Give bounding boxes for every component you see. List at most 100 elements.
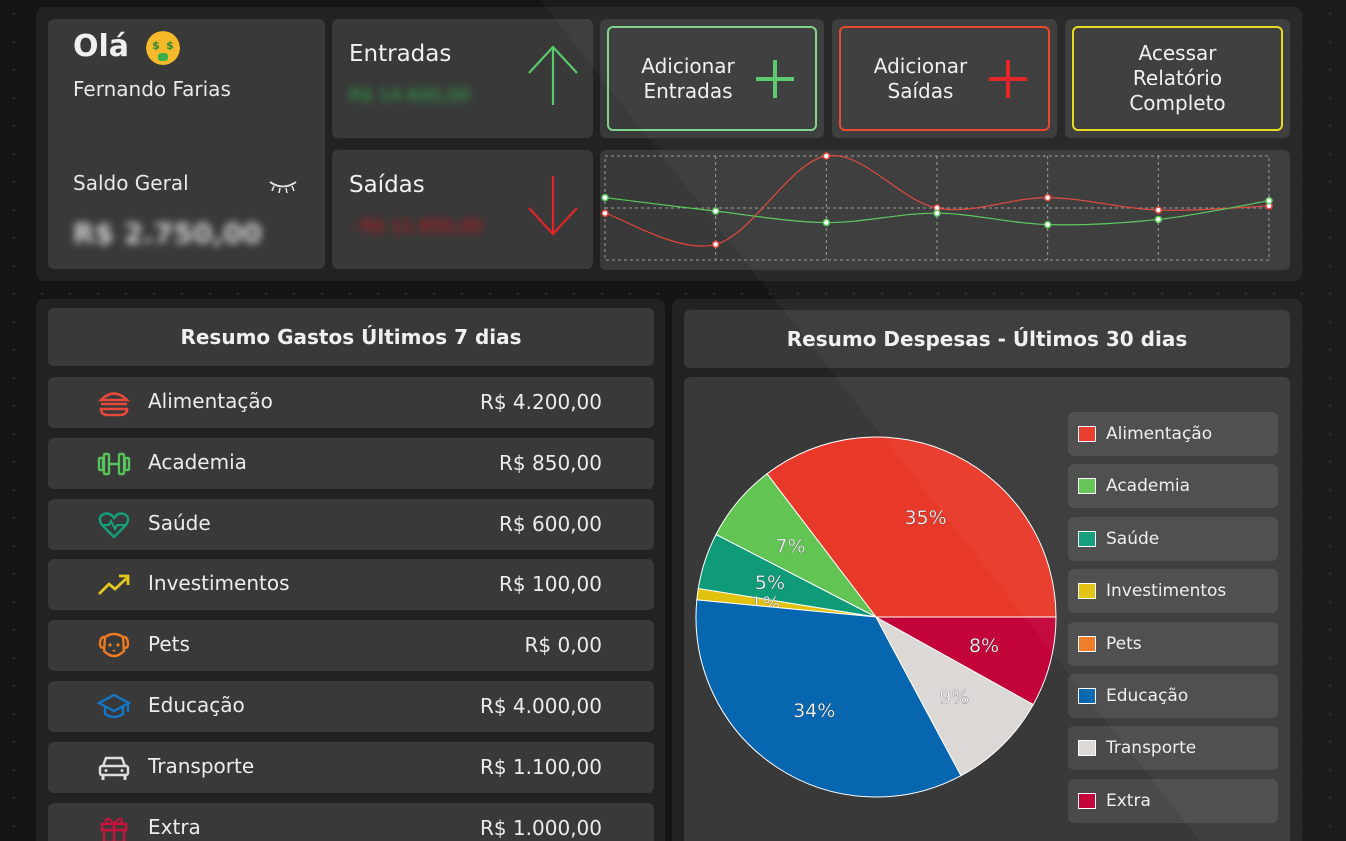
expense-row[interactable]: Extra R$ 1.000,00 xyxy=(48,802,654,841)
plus-icon xyxy=(756,59,794,98)
pie-slice[interactable] xyxy=(766,436,1057,618)
trend-point[interactable] xyxy=(822,218,831,227)
trend-point[interactable] xyxy=(1154,215,1163,224)
balance-label: Saldo Geral xyxy=(73,171,189,195)
week-summary-title: Resumo Gastos Últimos 7 dias xyxy=(48,308,654,366)
gift-icon xyxy=(96,814,132,841)
add-expense-button[interactable]: Adicionar Saídas xyxy=(839,26,1050,131)
legend-label: Saúde xyxy=(1106,528,1160,549)
trend-point[interactable] xyxy=(601,209,609,217)
pie-slice[interactable] xyxy=(874,615,1034,777)
add-expense-label: Adicionar Saídas xyxy=(873,53,968,103)
legend-item[interactable]: Extra xyxy=(1068,778,1278,823)
expense-row-value: R$ 1.000,00 xyxy=(479,815,602,840)
dog-icon xyxy=(96,631,132,661)
trend-point[interactable] xyxy=(1154,206,1163,214)
dumbbell-icon xyxy=(96,449,132,479)
expense-row[interactable]: Pets R$ 0,00 xyxy=(48,620,654,672)
trend-point[interactable] xyxy=(711,207,720,215)
legend-label: Alimentação xyxy=(1106,424,1213,444)
user-name: Fernando Farias xyxy=(73,77,231,101)
graduation-cap-icon xyxy=(96,692,132,722)
legend-item[interactable]: Pets xyxy=(1068,621,1278,666)
pie-slice-label: 9% xyxy=(939,687,969,709)
expense-card: Saídas - R$ 11.850,00 xyxy=(332,150,593,269)
income-card: Entradas R$ 14.600,00 xyxy=(332,19,593,138)
income-title: Entradas xyxy=(349,41,452,67)
trend-point[interactable] xyxy=(711,240,720,249)
greeting-card: Olá $ $ Fernando Farias Saldo Geral R$ 2… xyxy=(48,19,325,269)
expense-row-value: R$ 4.000,00 xyxy=(479,694,602,718)
trend-point[interactable] xyxy=(1043,193,1052,202)
legend-item[interactable]: Alimentação xyxy=(1068,412,1278,456)
expense-row-value: R$ 4.200,00 xyxy=(479,390,602,414)
expense-row-value: R$ 600,00 xyxy=(499,511,602,536)
expense-row-label: Educação xyxy=(148,693,245,717)
expense-row[interactable]: Academia R$ 850,00 xyxy=(48,437,654,489)
legend-label: Investimentos xyxy=(1106,581,1227,602)
legend-swatch xyxy=(1078,792,1096,809)
pie-chart: 35%7%5%1%34%9%8% xyxy=(695,436,1057,798)
balance-value: R$ 2.750,00 xyxy=(73,217,262,250)
money-face-icon: $ $ xyxy=(146,31,180,65)
expense-row-label: Investimentos xyxy=(148,571,290,596)
trend-point[interactable] xyxy=(822,152,831,160)
trend-point[interactable] xyxy=(601,193,609,202)
legend-item[interactable]: Educação xyxy=(1068,674,1278,718)
legend-label: Pets xyxy=(1106,633,1142,654)
car-icon xyxy=(96,753,132,783)
svg-text:$: $ xyxy=(152,39,160,52)
pie-slice-label: 7% xyxy=(775,535,805,557)
plus-icon xyxy=(988,59,1027,98)
expense-row-value: R$ 1.100,00 xyxy=(479,754,602,779)
expense-title: Saídas xyxy=(349,172,425,198)
legend-swatch xyxy=(1078,478,1096,495)
expense-row[interactable]: Saúde R$ 600,00 xyxy=(48,498,654,550)
expense-row-value: R$ 850,00 xyxy=(499,450,602,475)
add-income-button[interactable]: Adicionar Entradas xyxy=(607,26,817,131)
legend-label: Academia xyxy=(1106,476,1191,497)
pie-slice[interactable] xyxy=(874,616,1057,706)
svg-text:$: $ xyxy=(166,39,174,52)
legend-item[interactable]: Investimentos xyxy=(1068,569,1278,614)
trend-point[interactable] xyxy=(1043,220,1052,229)
pie-slice-label: 34% xyxy=(793,700,835,722)
trend-point[interactable] xyxy=(1265,196,1273,205)
expense-value: - R$ 11.850,00 xyxy=(349,216,483,237)
report-label: Acessar Relatório Completo xyxy=(1129,41,1226,115)
legend-swatch xyxy=(1078,740,1096,757)
heart-pulse-icon xyxy=(96,510,132,540)
eye-closed-icon[interactable] xyxy=(268,179,298,195)
expense-row[interactable]: Transporte R$ 1.100,00 xyxy=(48,741,654,793)
legend-swatch xyxy=(1078,426,1096,442)
expense-row-label: Academia xyxy=(148,449,247,474)
trend-chart-svg xyxy=(601,152,1273,261)
expense-row-value: R$ 0,00 xyxy=(524,633,602,658)
month-summary-title: Resumo Despesas - Últimos 30 dias xyxy=(684,310,1290,368)
burger-icon xyxy=(96,388,132,418)
legend-swatch xyxy=(1078,530,1096,547)
pie-slice-label: 5% xyxy=(755,572,785,594)
expense-row-label: Extra xyxy=(148,814,201,839)
legend-swatch xyxy=(1078,583,1096,600)
greeting-text: Olá xyxy=(73,29,130,64)
expense-row[interactable]: Educação R$ 4.000,00 xyxy=(48,681,654,732)
pie-slice[interactable] xyxy=(695,599,962,798)
legend-swatch xyxy=(1078,635,1096,652)
add-income-label: Adicionar Entradas xyxy=(641,53,735,103)
trend-chart xyxy=(600,150,1290,270)
expense-row-label: Pets xyxy=(148,632,190,657)
trend-point[interactable] xyxy=(933,209,941,217)
report-button[interactable]: Acessar Relatório Completo xyxy=(1072,26,1283,131)
legend-label: Educação xyxy=(1106,686,1189,706)
arrow-up-icon xyxy=(528,45,578,105)
expense-row[interactable]: Investimentos R$ 100,00 xyxy=(48,559,654,611)
legend-swatch xyxy=(1078,688,1096,704)
legend-item[interactable]: Transporte xyxy=(1068,726,1278,771)
pie-slice-label: 35% xyxy=(904,507,946,529)
legend-item[interactable]: Saúde xyxy=(1068,516,1278,561)
legend-item[interactable]: Academia xyxy=(1068,464,1278,509)
expense-row-label: Alimentação xyxy=(148,389,273,413)
expense-row[interactable]: Alimentação R$ 4.200,00 xyxy=(48,377,654,428)
expense-row-label: Transporte xyxy=(148,753,255,778)
